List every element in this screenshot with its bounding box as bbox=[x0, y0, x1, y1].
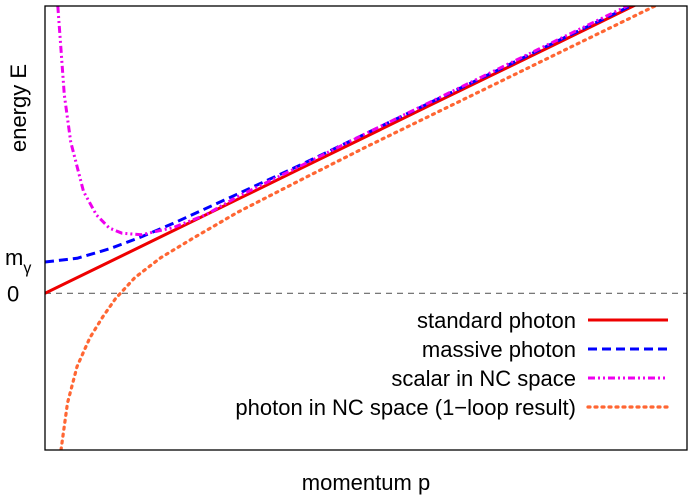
y-axis-label: energy E bbox=[6, 64, 31, 152]
y-tick-label-mass-subscript: γ bbox=[23, 260, 31, 277]
series-line-0 bbox=[45, 6, 637, 295]
legend-label-standard-photon: standard photon bbox=[417, 308, 576, 333]
series-layer bbox=[45, 6, 659, 450]
series-line-1 bbox=[45, 6, 634, 264]
y-tick-label-mass-main: m bbox=[5, 245, 23, 270]
legend-label-scalar-nc: scalar in NC space bbox=[391, 366, 576, 391]
series-line-3 bbox=[59, 6, 659, 450]
plot-frame bbox=[44, 5, 688, 451]
y-tick-label-mass: mγ bbox=[5, 245, 31, 277]
x-axis-label: momentum p bbox=[302, 470, 430, 495]
y-tick-label-zero: 0 bbox=[7, 281, 19, 306]
legend-label-massive-photon: massive photon bbox=[422, 337, 576, 362]
legend-label-photon-nc: photon in NC space (1−loop result) bbox=[235, 395, 576, 420]
legend: standard photon massive photon scalar in… bbox=[235, 308, 670, 420]
series-line-2 bbox=[56, 6, 631, 237]
